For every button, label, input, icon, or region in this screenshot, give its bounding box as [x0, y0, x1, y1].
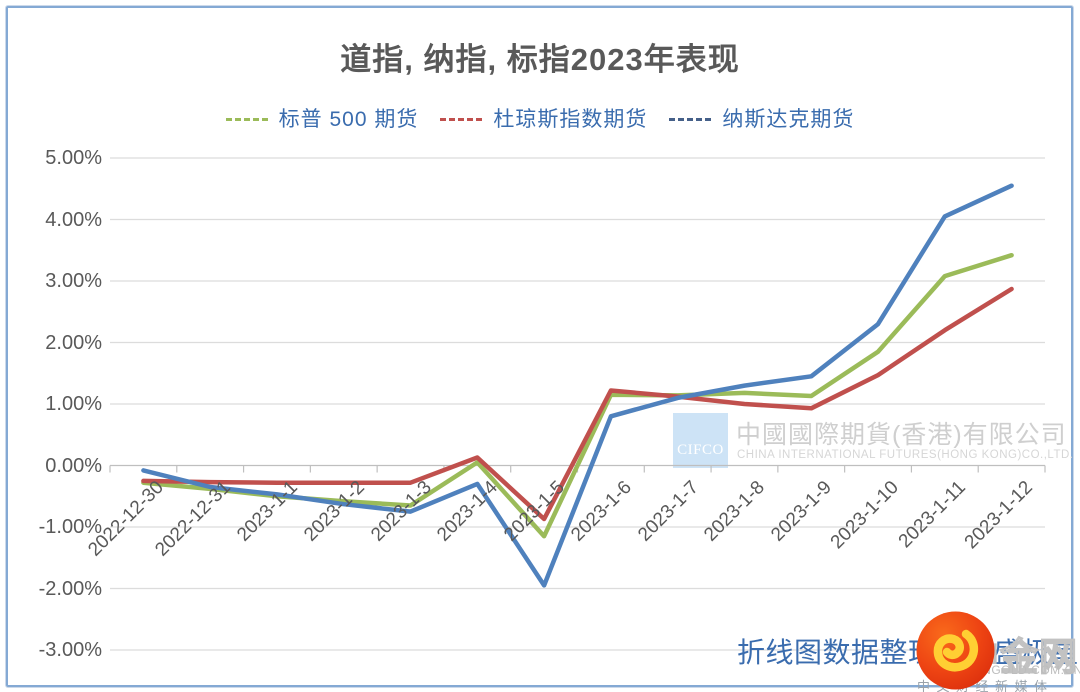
cngold-swirl-icon [916, 611, 995, 690]
nasdaq-dash-marker-icon [669, 118, 712, 121]
cngold-domain: CNGOLD.COM.CN [973, 663, 1080, 677]
sp500-dash-marker-icon [225, 118, 268, 121]
chart-title: 道指, 纳指, 标指2023年表现 [340, 42, 740, 77]
y-axis-label: 4.00% [45, 208, 102, 231]
y-axis-label: 0.00% [45, 454, 102, 477]
y-axis-label: 2.00% [45, 331, 102, 354]
legend-label-nasdaq: 纳斯达克期货 [722, 108, 855, 131]
y-axis-label: 1.00% [45, 393, 102, 415]
legend-item-sp500: 标普 500 期货 [225, 103, 419, 133]
legend-item-nasdaq: 纳斯达克期货 [669, 103, 854, 133]
y-axis-label: -2.00% [38, 577, 102, 600]
cifco-logo-text: CIFCO [677, 442, 724, 458]
series-line-杜琼斯指数期货 [141, 286, 1014, 522]
y-axis-label: -3.00% [38, 639, 102, 661]
y-axis-label: 3.00% [45, 270, 102, 292]
dowjones-dash-marker-icon [440, 118, 483, 121]
cifco-logo: CIFCO [673, 413, 728, 468]
legend-label-dowjones: 杜琼斯指数期货 [493, 108, 648, 131]
legend-item-dowjones: 杜琼斯指数期货 [440, 103, 647, 133]
y-axis-label: -1.00% [38, 516, 102, 538]
y-axis-label: 5.00% [45, 147, 102, 169]
watermark-company-cn: 中國國際期貨(香港)有限公司 [736, 421, 1067, 449]
source-note: 折线图数据整理自易盛极星 [737, 637, 1080, 668]
watermark-company-en: CHINA INTERNATIONAL FUTURES(HONG KONG)CO… [737, 449, 1074, 461]
series-line-纳斯达克期货 [141, 183, 1014, 588]
legend-label-sp500: 标普 500 期货 [278, 108, 419, 131]
chart-legend: 标普 500 期货 杜琼斯指数期货 纳斯达克期货 [0, 103, 1080, 133]
